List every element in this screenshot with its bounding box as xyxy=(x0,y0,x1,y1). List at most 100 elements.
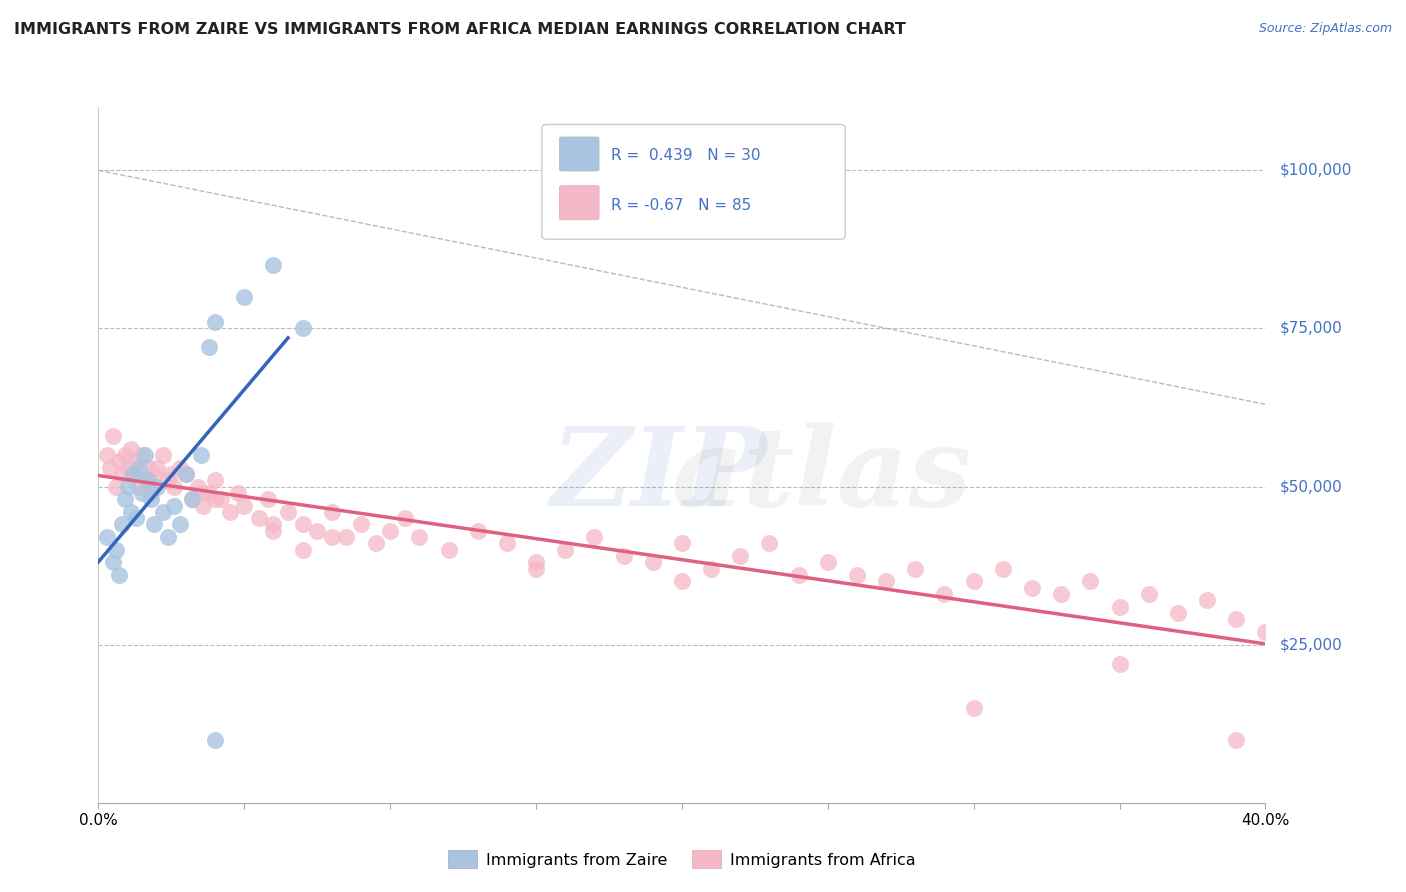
Point xyxy=(163,499,186,513)
Point xyxy=(146,460,169,475)
Point xyxy=(198,486,221,500)
Point xyxy=(291,542,314,557)
Point xyxy=(934,587,956,601)
Point xyxy=(845,568,868,582)
Point xyxy=(122,467,145,481)
Text: R =  0.439   N = 30: R = 0.439 N = 30 xyxy=(610,148,761,163)
Point xyxy=(247,511,270,525)
Point xyxy=(1021,581,1043,595)
Point xyxy=(190,448,212,462)
Point xyxy=(204,315,226,329)
Point xyxy=(228,486,250,500)
Point xyxy=(1137,587,1160,601)
Point xyxy=(198,340,221,354)
Point xyxy=(277,505,299,519)
Point xyxy=(134,473,156,487)
Text: Source: ZipAtlas.com: Source: ZipAtlas.com xyxy=(1258,22,1392,36)
Text: IMMIGRANTS FROM ZAIRE VS IMMIGRANTS FROM AFRICA MEDIAN EARNINGS CORRELATION CHAR: IMMIGRANTS FROM ZAIRE VS IMMIGRANTS FROM… xyxy=(14,22,905,37)
Point xyxy=(114,492,136,507)
Point xyxy=(108,568,131,582)
Point xyxy=(122,467,145,481)
Point xyxy=(136,473,159,487)
Point xyxy=(335,530,357,544)
Point xyxy=(146,479,169,493)
Point xyxy=(114,448,136,462)
Point xyxy=(554,542,576,557)
Point xyxy=(169,460,191,475)
Point xyxy=(350,517,373,532)
Point xyxy=(204,492,226,507)
Point xyxy=(321,505,343,519)
Point xyxy=(125,511,148,525)
Point xyxy=(671,574,693,589)
Point xyxy=(233,499,256,513)
Point xyxy=(120,442,142,456)
Point xyxy=(131,486,153,500)
Point xyxy=(204,732,226,747)
Point xyxy=(641,556,664,570)
Point xyxy=(152,505,174,519)
Point xyxy=(152,448,174,462)
Point xyxy=(180,492,202,507)
Point xyxy=(394,511,416,525)
Point xyxy=(218,505,240,519)
Point xyxy=(524,562,547,576)
Point xyxy=(136,460,159,475)
Point xyxy=(163,479,186,493)
Text: ZIP: ZIP xyxy=(550,422,766,530)
Point xyxy=(787,568,810,582)
Point xyxy=(111,467,134,481)
Point xyxy=(262,517,284,532)
Point xyxy=(495,536,517,550)
Text: $100,000: $100,000 xyxy=(1279,163,1351,178)
Point xyxy=(117,460,139,475)
Text: atlas: atlas xyxy=(672,422,972,530)
Point xyxy=(408,530,430,544)
Point xyxy=(160,467,183,481)
Point xyxy=(700,562,723,576)
Point xyxy=(204,473,226,487)
Point xyxy=(101,556,124,570)
Point xyxy=(101,429,124,443)
Point xyxy=(104,542,127,557)
Point xyxy=(174,467,197,481)
Point xyxy=(1225,612,1247,626)
Point xyxy=(364,536,387,550)
Point xyxy=(1167,606,1189,620)
Point xyxy=(157,473,180,487)
Point xyxy=(583,530,606,544)
Text: $50,000: $50,000 xyxy=(1279,479,1343,494)
Point xyxy=(612,549,634,563)
Point xyxy=(962,701,984,715)
Point xyxy=(291,321,314,335)
Point xyxy=(1254,625,1277,640)
Point xyxy=(134,448,156,462)
Point xyxy=(96,448,118,462)
Point xyxy=(524,556,547,570)
Point xyxy=(904,562,927,576)
Point xyxy=(111,517,134,532)
Point xyxy=(875,574,897,589)
Point xyxy=(671,536,693,550)
Point xyxy=(437,542,460,557)
Point xyxy=(1225,732,1247,747)
Point xyxy=(758,536,780,550)
Point xyxy=(1080,574,1102,589)
Text: $25,000: $25,000 xyxy=(1279,637,1343,652)
Point xyxy=(180,492,202,507)
Point xyxy=(169,517,191,532)
Point xyxy=(1108,657,1130,671)
Point xyxy=(142,517,165,532)
Point xyxy=(262,524,284,538)
FancyBboxPatch shape xyxy=(560,137,599,171)
Point xyxy=(262,258,284,272)
Point xyxy=(256,492,278,507)
Point xyxy=(98,460,121,475)
Point xyxy=(139,486,162,500)
FancyBboxPatch shape xyxy=(560,186,599,219)
Point xyxy=(139,492,162,507)
Text: $75,000: $75,000 xyxy=(1279,321,1343,336)
Point xyxy=(104,479,127,493)
Point xyxy=(1108,599,1130,614)
Point xyxy=(817,556,839,570)
